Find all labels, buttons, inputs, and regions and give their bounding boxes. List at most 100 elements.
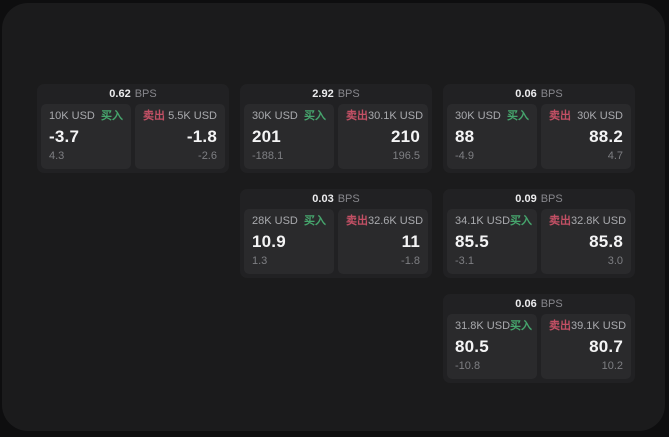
buy-amount: 30K USD [455,110,501,122]
sell-toprow: 卖出 30K USD [549,111,623,122]
bps-header: 0.06 BPS [447,84,631,104]
buy-amount: 30K USD [252,110,298,122]
bps-unit-label: BPS [337,87,360,100]
bps-unit-label: BPS [134,87,157,100]
sell-label: 卖出 [549,110,571,122]
sell-rate: 210 [391,127,420,146]
sell-toprow: 卖出 5.5K USD [143,111,217,122]
buy-toprow: 31.8K USD 买入 [455,320,533,332]
buy-amount: 28K USD [252,215,298,227]
quote-card: 0.06 BPS 30K USD 买入 88 -4.9 卖出 30K USD [443,84,635,173]
sell-secondary-value: 3.0 [607,255,623,267]
sell-toprow: 卖出 39.1K USD [549,320,627,332]
buy-label: 买入 [510,320,533,332]
buy-tile[interactable]: 28K USD 买入 10.9 1.3 [244,209,334,274]
buy-tile[interactable]: 34.1K USD 买入 85.5 -3.1 [447,209,537,274]
sell-toprow: 卖出 32.8K USD [549,215,627,227]
buy-secondary-value: -3.1 [455,255,474,267]
buy-toprow: 34.1K USD 买入 [455,215,533,227]
buy-secondary-value: 1.3 [252,255,268,267]
quote-card: 0.03 BPS 28K USD 买入 10.9 1.3 卖出 32.6K US… [240,189,432,278]
sell-tile[interactable]: 卖出 32.6K USD 11 -1.8 [338,209,428,274]
sell-label: 卖出 [549,320,571,332]
buy-label: 买入 [101,110,123,122]
quote-card: 2.92 BPS 30K USD 买入 201 -188.1 卖出 30.1K … [240,84,432,173]
quote-card: 0.06 BPS 31.8K USD 买入 80.5 -10.8 卖出 39.1… [443,294,635,383]
buy-rate: 10.9 [252,232,286,251]
sell-rate: 85.8 [589,232,623,251]
card-body: 28K USD 买入 10.9 1.3 卖出 32.6K USD 11 -1.8 [244,209,428,274]
buy-secondary-value: -10.8 [455,360,481,372]
sell-amount: 32.6K USD [368,215,424,227]
bps-value: 0.62 [109,87,131,100]
buy-tile[interactable]: 30K USD 买入 88 -4.9 [447,104,537,169]
sell-rate: 11 [401,232,420,251]
bps-value: 0.09 [515,192,537,205]
buy-toprow: 28K USD 买入 [252,216,326,227]
buy-rate: 80.5 [455,337,489,356]
sell-label: 卖出 [143,110,165,122]
bps-value: 0.06 [515,297,537,310]
bps-unit-label: BPS [540,87,563,100]
buy-label: 买入 [507,110,529,122]
buy-toprow: 30K USD 买入 [252,111,326,122]
quote-card: 0.09 BPS 34.1K USD 买入 85.5 -3.1 卖出 32.8K… [443,189,635,278]
bps-header: 0.09 BPS [447,189,631,209]
sell-amount: 5.5K USD [168,110,217,122]
buy-rate: 85.5 [455,232,489,251]
sell-tile[interactable]: 卖出 30K USD 88.2 4.7 [541,104,631,169]
buy-secondary-value: -4.9 [455,150,474,162]
sell-secondary-value: 196.5 [392,150,420,162]
sell-tile[interactable]: 卖出 39.1K USD 80.7 10.2 [541,314,631,379]
bps-unit-label: BPS [540,297,563,310]
card-body: 30K USD 买入 201 -188.1 卖出 30.1K USD 210 1… [244,104,428,169]
sell-amount: 30K USD [577,110,623,122]
card-body: 30K USD 买入 88 -4.9 卖出 30K USD 88.2 4.7 [447,104,631,169]
buy-rate: -3.7 [49,127,80,146]
bps-header: 2.92 BPS [244,84,428,104]
sell-amount: 30.1K USD [368,110,424,122]
buy-label: 买入 [304,215,326,227]
sell-amount: 32.8K USD [571,215,627,227]
buy-toprow: 30K USD 买入 [455,111,529,122]
buy-tile[interactable]: 10K USD 买入 -3.7 4.3 [41,104,131,169]
sell-label: 卖出 [346,110,368,122]
sell-label: 卖出 [346,215,368,227]
quote-card: 0.62 BPS 10K USD 买入 -3.7 4.3 卖出 5.5K USD [37,84,229,173]
bps-unit-label: BPS [337,192,360,205]
sell-tile[interactable]: 卖出 30.1K USD 210 196.5 [338,104,428,169]
buy-rate: 88 [455,127,475,146]
sell-rate: -1.8 [186,127,217,146]
buy-label: 买入 [304,110,326,122]
buy-label: 买入 [510,215,533,227]
bps-value: 0.06 [515,87,537,100]
card-body: 34.1K USD 买入 85.5 -3.1 卖出 32.8K USD 85.8… [447,209,631,274]
bps-header: 0.03 BPS [244,189,428,209]
sell-tile[interactable]: 卖出 32.8K USD 85.8 3.0 [541,209,631,274]
buy-secondary-value: 4.3 [49,150,65,162]
sell-secondary-value: -2.6 [198,150,217,162]
buy-tile[interactable]: 30K USD 买入 201 -188.1 [244,104,334,169]
buy-toprow: 10K USD 买入 [49,111,123,122]
buy-amount: 34.1K USD [455,215,511,227]
sell-label: 卖出 [549,215,571,227]
sell-secondary-value: 10.2 [601,360,623,372]
buy-rate: 201 [252,127,281,146]
card-body: 10K USD 买入 -3.7 4.3 卖出 5.5K USD -1.8 -2.… [41,104,225,169]
bps-unit-label: BPS [540,192,563,205]
quotes-grid: 0.62 BPS 10K USD 买入 -3.7 4.3 卖出 5.5K USD [37,84,635,383]
bps-value: 0.03 [312,192,334,205]
sell-rate: 80.7 [589,337,623,356]
bps-value: 2.92 [312,87,334,100]
buy-amount: 10K USD [49,110,95,122]
sell-secondary-value: 4.7 [607,150,623,162]
sell-secondary-value: -1.8 [401,255,420,267]
sell-tile[interactable]: 卖出 5.5K USD -1.8 -2.6 [135,104,225,169]
bps-header: 0.06 BPS [447,294,631,314]
sell-amount: 39.1K USD [571,320,627,332]
sell-rate: 88.2 [589,127,623,146]
buy-tile[interactable]: 31.8K USD 买入 80.5 -10.8 [447,314,537,379]
card-body: 31.8K USD 买入 80.5 -10.8 卖出 39.1K USD 80.… [447,314,631,379]
sell-toprow: 卖出 32.6K USD [346,215,424,227]
